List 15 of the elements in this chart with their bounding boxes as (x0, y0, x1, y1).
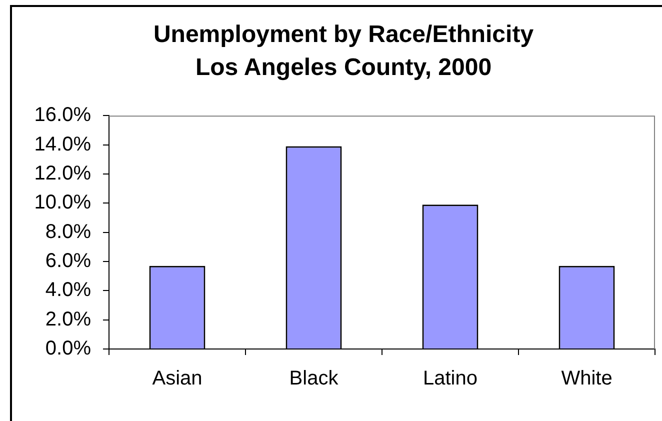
y-tick-label: 12.0% (34, 162, 92, 184)
x-tick-label: Asian (152, 368, 202, 390)
y-tick-label: 6.0% (45, 250, 92, 272)
y-tick-label: 10.0% (34, 192, 92, 214)
y-tick-label: 8.0% (45, 220, 92, 243)
y-tick-label: 2.0% (45, 308, 92, 330)
chart-subtitle: Los Angeles County, 2000 (195, 54, 492, 81)
y-tick-label: 16.0% (34, 104, 92, 126)
y-tick-label: 4.0% (45, 279, 92, 302)
x-tick-label: White (561, 368, 612, 390)
x-tick-label: Latino (423, 368, 478, 390)
y-tick-label: 14.0% (34, 133, 92, 156)
y-tick-label: 0.0% (45, 338, 92, 360)
chart-title: Unemployment by Race/Ethnicity (153, 21, 534, 48)
x-tick-label: Black (289, 368, 340, 390)
